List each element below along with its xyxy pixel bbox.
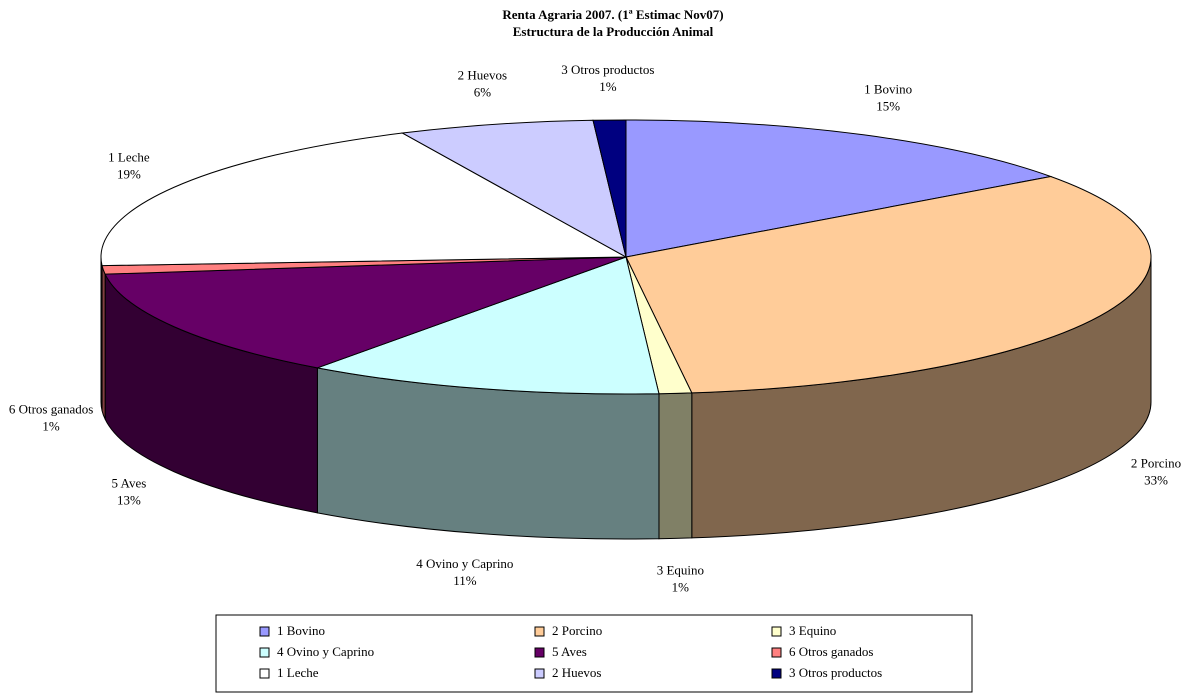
slice-value-label: 33% — [1144, 473, 1168, 488]
legend-swatch — [259, 626, 270, 637]
chart-subtitle: Estructura de la Producción Animal — [513, 24, 714, 39]
slice-label: 4 Ovino y Caprino — [416, 556, 513, 571]
pie-slice — [592, 119, 627, 258]
legend-swatch — [534, 626, 545, 637]
slice-label: 6 Otros ganados — [9, 402, 94, 417]
pie-slice — [625, 175, 1152, 394]
slice-value-label: 15% — [876, 98, 900, 113]
slice-value-label: 1% — [599, 79, 617, 94]
slice-label: 5 Aves — [112, 476, 147, 491]
pie-slice — [315, 256, 660, 395]
slice-label: 3 Otros productos — [561, 62, 654, 77]
pie-slice — [100, 132, 628, 267]
slice-value-label: 19% — [117, 166, 141, 181]
legend-swatch — [259, 647, 270, 658]
legend-label: 5 Aves — [552, 644, 587, 659]
legend-box — [215, 614, 973, 693]
slice-label: 3 Equino — [657, 562, 704, 577]
legend-label: 4 Ovino y Caprino — [277, 644, 374, 659]
legend-label: 3 Equino — [789, 623, 836, 638]
pie-side — [100, 256, 103, 411]
legend-swatch — [534, 647, 545, 658]
legend-swatch — [771, 626, 782, 637]
slice-value-label: 13% — [117, 493, 141, 508]
legend-swatch — [771, 647, 782, 658]
slice-value-label: 6% — [474, 84, 492, 99]
legend-swatch — [534, 668, 545, 679]
legend-label: 6 Otros ganados — [789, 644, 874, 659]
pie-slice — [625, 119, 1053, 258]
chart-title: Renta Agraria 2007. (1ª Estimac Nov07) — [502, 7, 723, 22]
legend-label: 2 Porcino — [552, 623, 602, 638]
legend-label: 2 Huevos — [552, 665, 601, 680]
pie-side — [658, 392, 693, 540]
legend-swatch — [259, 668, 270, 679]
pie-slice — [400, 119, 627, 258]
slice-value-label: 1% — [42, 419, 60, 434]
slice-label: 2 Porcino — [1131, 456, 1181, 471]
slice-label: 1 Leche — [108, 149, 150, 164]
legend-swatch — [771, 668, 782, 679]
legend-label: 1 Leche — [277, 665, 319, 680]
pie-slice — [104, 256, 627, 369]
slice-label: 2 Huevos — [458, 67, 507, 82]
slice-value-label: 11% — [453, 573, 477, 588]
legend-label: 1 Bovino — [277, 623, 325, 638]
slice-label: 1 Bovino — [864, 81, 912, 96]
legend-label: 3 Otros productos — [789, 665, 882, 680]
slice-value-label: 1% — [672, 579, 690, 594]
